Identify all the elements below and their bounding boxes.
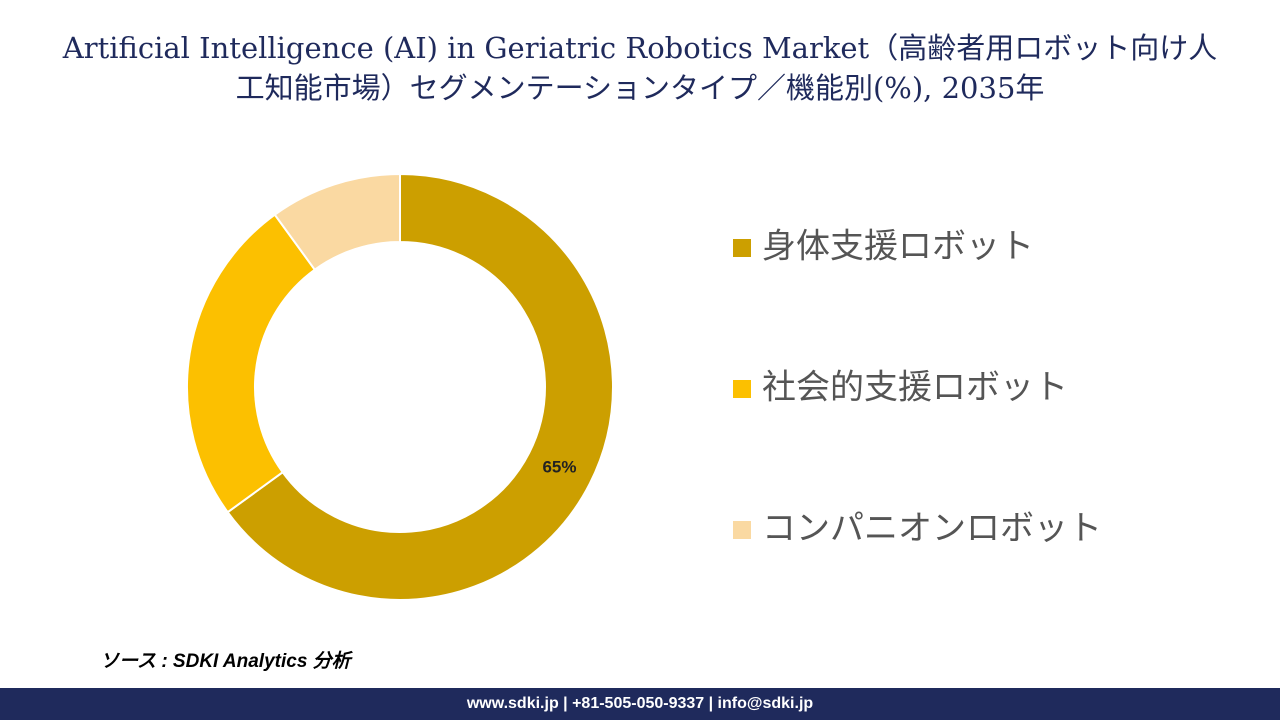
donut-segment [186, 213, 317, 514]
legend-swatch [733, 380, 751, 398]
footer: www.sdki.jp | +81-505-050-9337 | info@sd… [0, 688, 1280, 720]
legend-swatch [733, 239, 751, 257]
chart-title: Artificial Intelligence (AI) in Geriatri… [62, 31, 1218, 105]
legend-swatch [733, 521, 751, 539]
donut-segment [226, 172, 614, 601]
data-label: 65% [542, 458, 576, 477]
legend-label: 社会的支援ロボット [762, 368, 1068, 408]
donut-segment [273, 172, 401, 272]
legend-label: コンパニオンロボット [762, 509, 1102, 549]
source-note: ソース : SDKI Analytics 分析 [100, 651, 351, 672]
legend-label: 身体支援ロボット [762, 227, 1034, 267]
